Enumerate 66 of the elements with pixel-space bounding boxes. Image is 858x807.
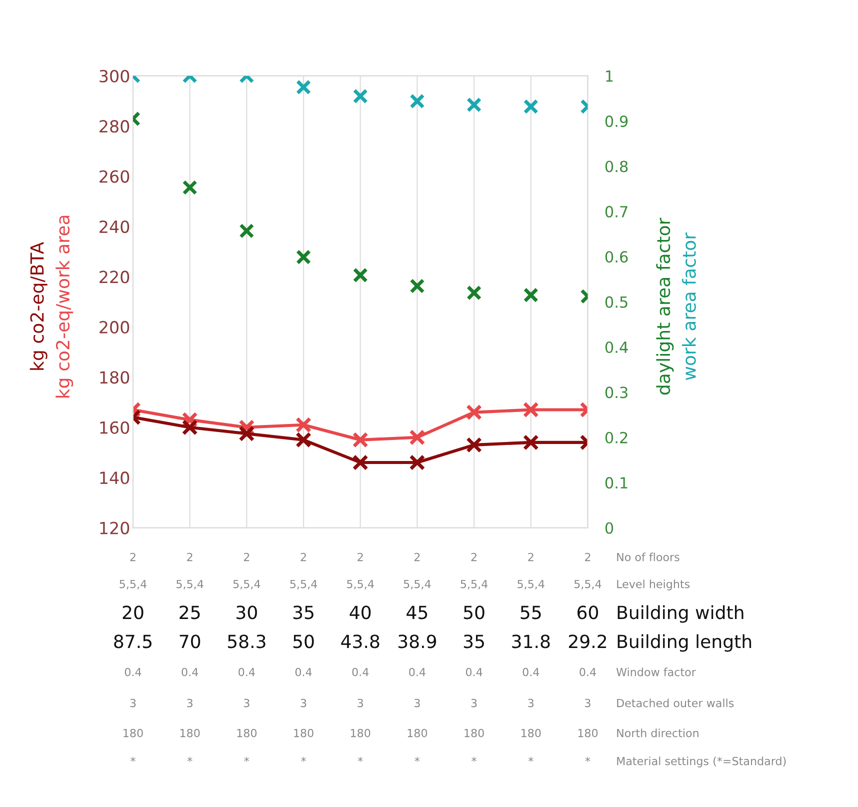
- y2-tick-label: 0.8: [605, 160, 628, 172]
- y-tick-label: 180: [100, 371, 130, 384]
- y-tick-label: 240: [100, 220, 130, 234]
- point: [410, 278, 425, 294]
- text: No of floors: [617, 552, 680, 562]
- category-label: 2 5,5,4 35 50 0.4 3 180 *: [290, 552, 318, 762]
- point: [239, 223, 254, 238]
- point: [466, 285, 482, 300]
- y2-tick-label: 1: [606, 70, 613, 82]
- y-tick-label: 140: [100, 472, 130, 484]
- text: Level heights: [617, 580, 690, 590]
- point: [466, 404, 482, 420]
- point: [466, 97, 482, 112]
- point: [352, 454, 368, 470]
- y-tick-label: 200: [100, 320, 130, 334]
- point: [296, 80, 312, 95]
- category-label: 2 5,5,4 20 87.5 0.4 3 180 *: [114, 552, 152, 762]
- category-label: 2 5,5,4 50 35 0.4 3 180 *: [460, 552, 488, 762]
- y2-tick-label: 0.2: [605, 432, 628, 444]
- y-tick-label: 220: [100, 270, 130, 284]
- text: work area factor: [682, 232, 696, 380]
- y2-tick-label: 0.4: [605, 341, 628, 354]
- category-label: 2 5,5,4 60 29.2 0.4 3 180 *: [568, 552, 606, 762]
- category-label: 2 5,5,4 25 70 0.4 3 180 *: [176, 552, 204, 762]
- text: daylight area factor: [656, 218, 674, 395]
- text: kg co2-eq/work area: [56, 216, 74, 398]
- point: [296, 416, 312, 433]
- y2-tick-label: 0.5: [605, 296, 628, 308]
- point: [409, 429, 426, 446]
- category-label: 2 5,5,4 55 31.8 0.4 3 180 *: [512, 552, 550, 762]
- text: Detached outer walls: [617, 698, 734, 708]
- point: [523, 99, 538, 114]
- text: Building length: [618, 634, 752, 652]
- text: North direction: [617, 728, 698, 738]
- y-tick-label: 160: [100, 421, 130, 434]
- category-label: 2 5,5,4 30 58.3 0.4 3 180 *: [228, 552, 266, 762]
- point: [466, 436, 482, 453]
- point: [352, 88, 368, 104]
- point: [296, 250, 312, 265]
- point: [522, 434, 539, 450]
- y2-tick-label: 0.6: [605, 251, 628, 263]
- y-tick-label: 300: [100, 70, 130, 82]
- text: Material settings (*=Standard): [617, 756, 786, 768]
- y2-tick-label: 0.1: [605, 477, 628, 489]
- y2-tick-label: 0.3: [605, 386, 628, 398]
- point: [410, 94, 425, 109]
- y2-tick-label: 0.9: [605, 116, 628, 128]
- point: [296, 432, 312, 448]
- point: [352, 268, 368, 283]
- y-tick-label: 120: [100, 522, 130, 534]
- point: [182, 180, 198, 196]
- point: [238, 426, 255, 442]
- point: [182, 419, 198, 436]
- text: kg co2-eq/BTA: [30, 242, 48, 370]
- category-label: 2 5,5,4 40 43.8 0.4 3 180 *: [341, 552, 380, 762]
- point: [522, 402, 539, 418]
- text: Building width: [618, 605, 744, 623]
- y-tick-label: 260: [100, 170, 130, 183]
- category-label: 2 5,5,4 45 38.9 0.4 3 180 *: [398, 552, 436, 762]
- point: [523, 287, 538, 303]
- text: Window factor: [616, 668, 696, 676]
- y-tick-label: 280: [100, 120, 130, 133]
- point: [409, 454, 426, 470]
- y2-tick-label: 0: [605, 522, 614, 534]
- point: [352, 432, 368, 448]
- y2-tick-label: 0.7: [605, 206, 628, 218]
